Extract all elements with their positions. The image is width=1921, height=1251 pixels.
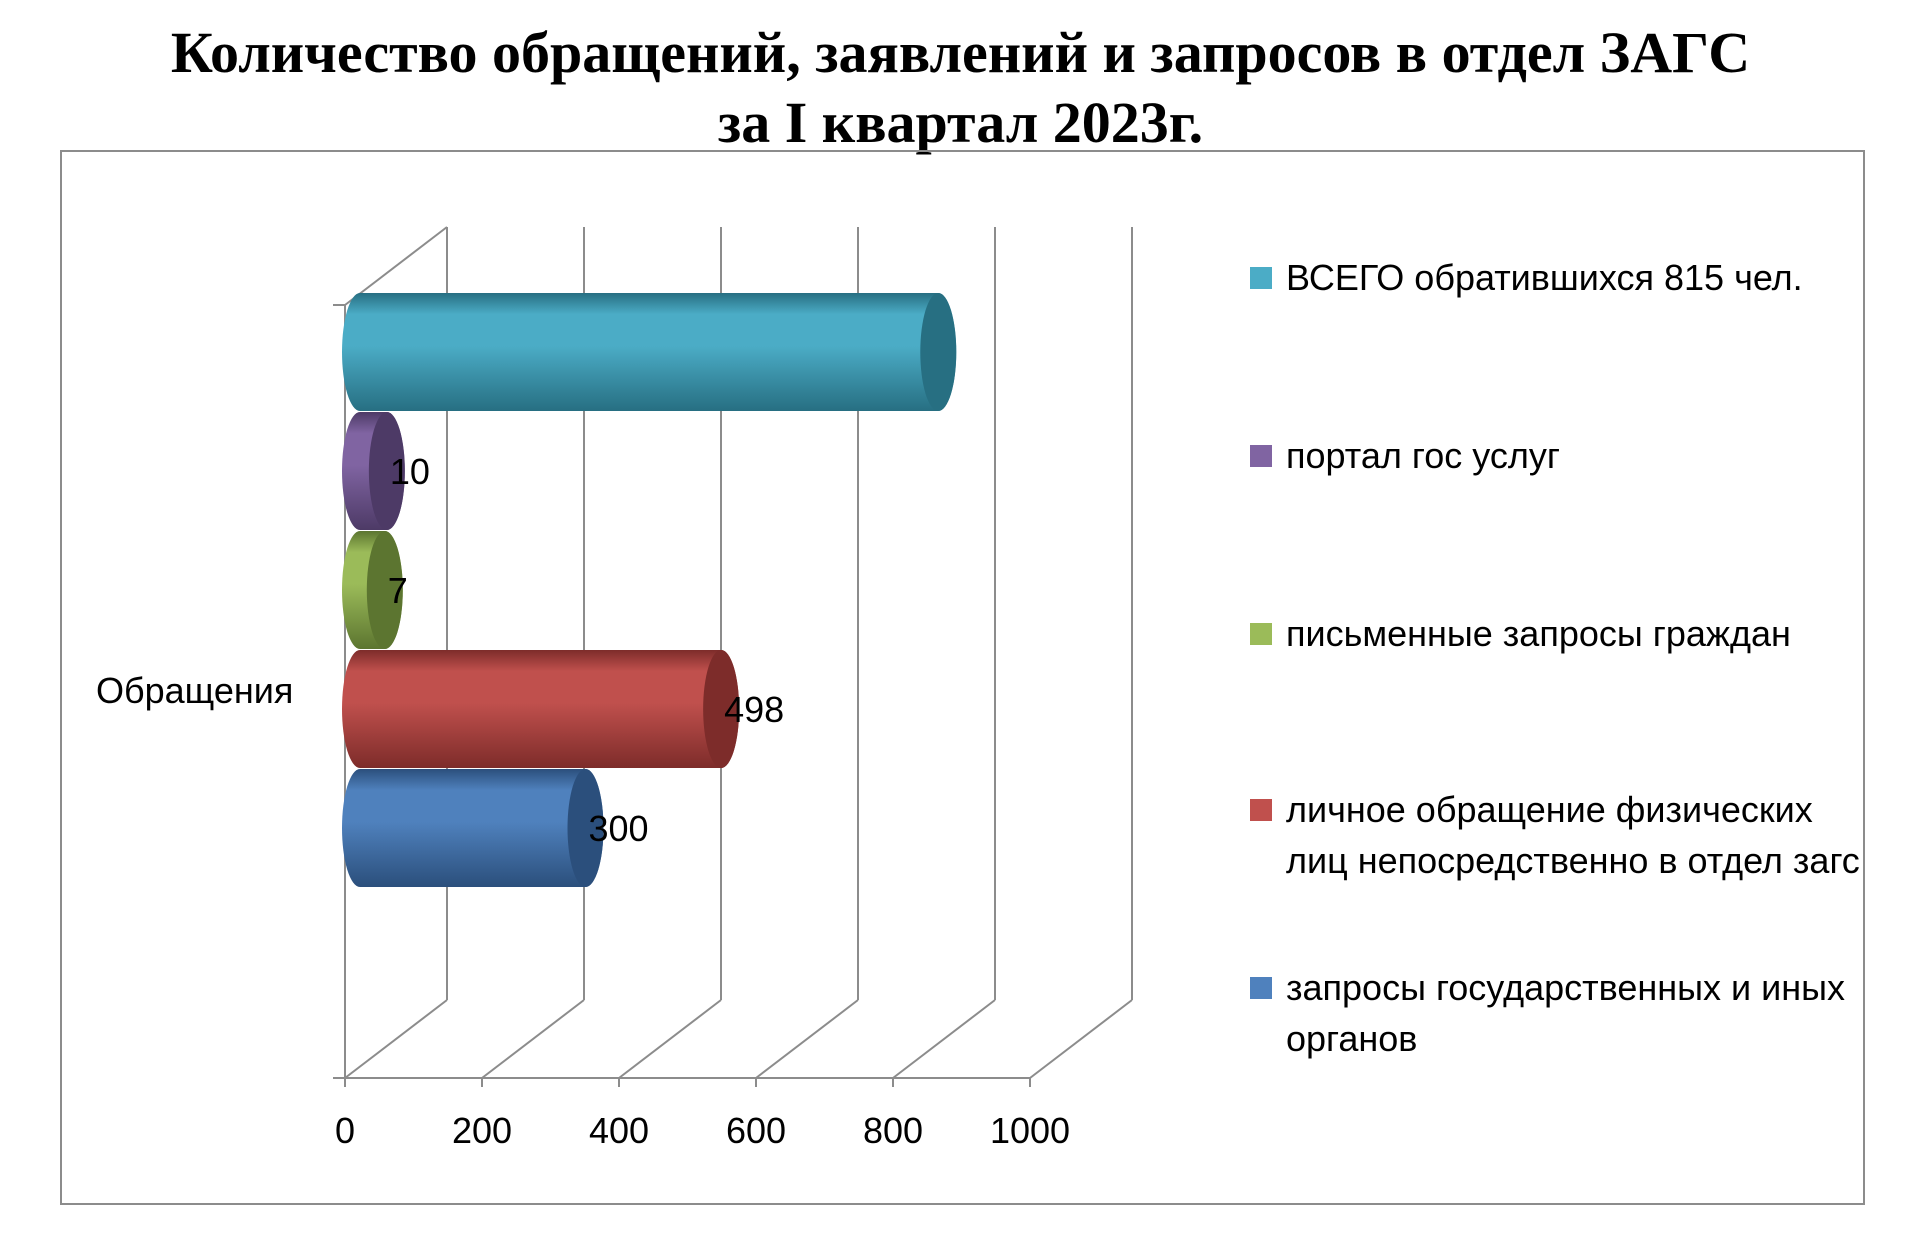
bar-end-cap — [920, 293, 957, 411]
data-label: 498 — [724, 689, 784, 730]
legend-label: запросы государственных и иных органов — [1286, 967, 1846, 1059]
x-tick-label: 600 — [726, 1110, 786, 1151]
x-tick-label: 800 — [863, 1110, 923, 1151]
legend-label: письменные запросы граждан — [1286, 613, 1791, 654]
legend-label: ВСЕГО обратившихся 815 чел. — [1286, 257, 1803, 298]
chart-frame — [60, 150, 1865, 1205]
floor-gridline — [755, 999, 859, 1079]
chart-title: Количество обращений, заявлений и запрос… — [0, 18, 1921, 158]
bar-end-cap — [366, 531, 403, 649]
bar-end-cap — [567, 769, 604, 887]
chart-title-line-1: Количество обращений, заявлений и запрос… — [170, 20, 1751, 85]
side-wall-top — [344, 226, 448, 306]
legend-label: личное обращение физических лиц непосред… — [1286, 789, 1860, 881]
legend-label: портал гос услуг — [1286, 435, 1560, 476]
data-label: 10 — [390, 451, 430, 492]
floor-gridline — [344, 999, 448, 1079]
bar-end-cap — [368, 412, 405, 530]
bar-body — [342, 293, 957, 411]
legend-swatch — [1250, 799, 1272, 821]
bar — [342, 412, 405, 530]
x-tick-label: 1000 — [990, 1110, 1070, 1151]
x-tick-label: 0 — [335, 1110, 355, 1151]
chart-legend: ВСЕГО обратившихся 815 чел. портал гос ус… — [1250, 0, 1890, 1251]
bar — [342, 650, 740, 768]
data-label: 300 — [589, 808, 649, 849]
bar — [342, 293, 957, 411]
y-category-label: Обращения — [96, 670, 293, 711]
legend-swatch — [1250, 445, 1272, 467]
x-tick-label: 400 — [589, 1110, 649, 1151]
bar-end-cap — [703, 650, 740, 768]
legend-swatch — [1250, 623, 1272, 645]
legend-swatch — [1250, 977, 1272, 999]
floor-gridline — [1029, 999, 1133, 1079]
bar — [342, 769, 604, 887]
bar-body — [342, 650, 740, 768]
floor-gridline — [481, 999, 585, 1079]
bar-body — [342, 769, 604, 887]
data-label: 7 — [388, 570, 408, 611]
legend-swatch — [1250, 267, 1272, 289]
bar — [342, 531, 403, 649]
x-tick-label: 200 — [452, 1110, 512, 1151]
floor-gridline — [618, 999, 722, 1079]
floor-gridline — [892, 999, 996, 1079]
chart-title-line-2: за I квартал 2023г. — [717, 90, 1204, 155]
